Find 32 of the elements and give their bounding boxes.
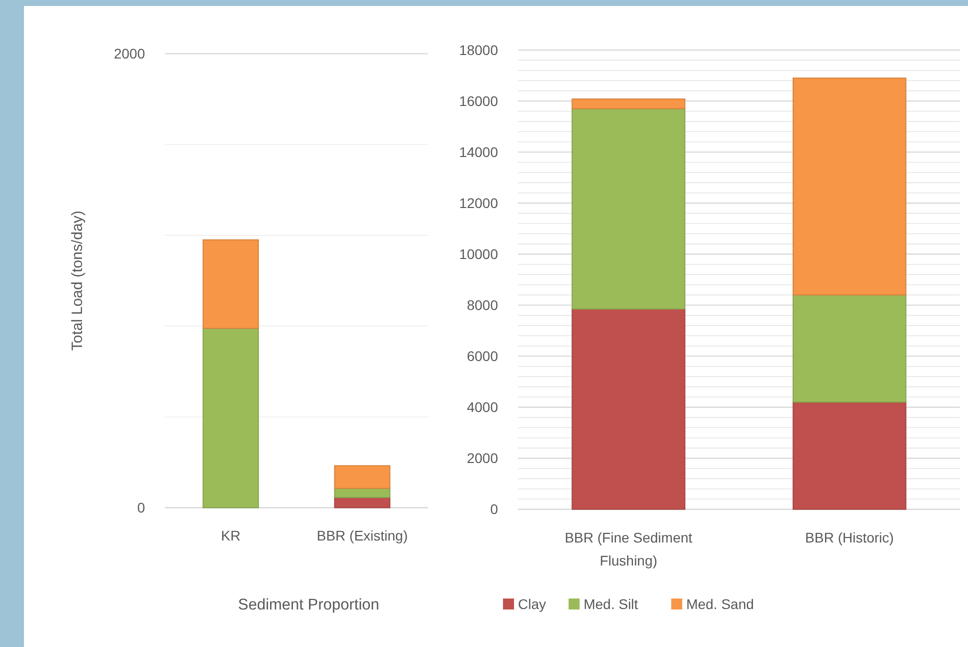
y-tick-label: 10000 <box>459 246 498 262</box>
y-tick-label: 8000 <box>466 297 498 314</box>
bar <box>792 402 906 510</box>
y-tick-label: 16000 <box>459 92 498 109</box>
y-tick-label: 2000 <box>114 46 146 62</box>
y-tick-label: 6000 <box>466 348 498 364</box>
legend-title: Sediment Proportion <box>238 596 380 614</box>
bar <box>334 488 390 498</box>
x-tick-label: BBR (Historic) <box>805 529 894 546</box>
y-tick-label: 14000 <box>459 144 498 160</box>
y-tick-label: 0 <box>490 501 498 518</box>
x-tick-label: BBR (Existing) <box>316 528 408 544</box>
x-tick-label: BBR (Fine Sediment Flushing) <box>564 529 692 568</box>
legend-label: Clay <box>518 596 546 612</box>
bar <box>792 294 906 403</box>
y-axis-title: Total Load (tons/day) <box>69 210 86 351</box>
y-tick-label: 4000 <box>466 399 498 416</box>
bar <box>572 98 686 110</box>
bar <box>334 465 390 489</box>
bar <box>572 108 686 310</box>
legend-label: Med. Silt <box>584 596 638 612</box>
bar <box>792 78 906 296</box>
y-tick-label: 18000 <box>459 42 498 58</box>
y-tick-label: 12000 <box>459 195 498 211</box>
y-tick-label: 0 <box>137 500 146 516</box>
legend-label: Med. Sand <box>686 596 754 612</box>
y-tick-label: 2000 <box>466 450 498 466</box>
bar <box>202 239 259 329</box>
bar <box>572 308 686 510</box>
x-tick-label: KR <box>221 528 240 544</box>
bar <box>334 496 390 508</box>
bar <box>202 328 259 508</box>
